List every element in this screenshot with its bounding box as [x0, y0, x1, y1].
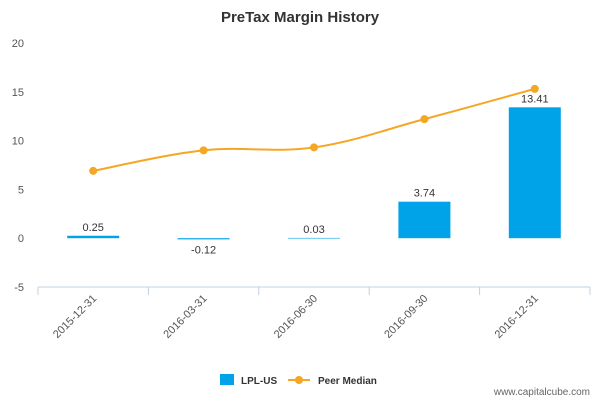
- watermark: www.capitalcube.com: [493, 387, 590, 398]
- bar-series: [67, 107, 561, 240]
- bar-2016-09-30[interactable]: [398, 201, 451, 239]
- peer-median-point-2016-03-31[interactable]: [199, 146, 208, 155]
- bar-2016-06-30[interactable]: [288, 237, 340, 239]
- y-tick-label: 15: [12, 87, 24, 99]
- x-tick-label: 2016-03-31: [161, 293, 209, 341]
- y-tick-label: 10: [12, 136, 24, 148]
- bar-data-label: 3.74: [414, 188, 435, 200]
- x-axis: 2015-12-31 2016-03-31 2016-06-30 2016-09-30…: [37, 286, 591, 341]
- peer-median-point-2016-12-31[interactable]: [530, 84, 539, 93]
- bar-data-label: 0.25: [82, 222, 103, 234]
- peer-median-point-2016-06-30[interactable]: [310, 143, 318, 152]
- y-axis: -5 0 5 10 15 20: [12, 38, 24, 294]
- y-tick-label: 20: [12, 38, 24, 50]
- legend[interactable]: LPL-US Peer Median: [220, 374, 377, 387]
- bar-data-label: -0.12: [191, 244, 216, 256]
- x-tick-label: 2016-09-30: [382, 293, 430, 341]
- bar-2015-12-31[interactable]: [67, 235, 120, 239]
- x-tick-label: 2016-06-30: [272, 293, 320, 341]
- bar-2016-12-31[interactable]: [508, 107, 561, 239]
- chart-title: PreTax Margin History: [221, 9, 380, 26]
- peer-median-point-2016-09-30[interactable]: [420, 115, 429, 124]
- y-tick-label: 0: [18, 233, 24, 245]
- peer-median-point-2015-12-31[interactable]: [89, 166, 98, 175]
- bar-data-label: 13.41: [521, 93, 549, 105]
- legend-marker-peer-median: [295, 376, 303, 384]
- legend-swatch-lpl-us: [220, 374, 234, 385]
- y-tick-label: 5: [18, 184, 24, 196]
- y-tick-label: -5: [14, 282, 24, 294]
- legend-label-lpl-us: LPL-US: [241, 376, 277, 387]
- x-tick-label: 2016-12-31: [493, 293, 541, 341]
- bar-2016-03-31[interactable]: [177, 238, 230, 240]
- legend-label-peer-median: Peer Median: [318, 376, 377, 387]
- line-series: [89, 84, 539, 175]
- x-tick-label: 2015-12-31: [51, 293, 99, 341]
- bar-data-label: 0.03: [303, 224, 324, 236]
- peer-median-line: [93, 87, 536, 172]
- data-labels: 0.25 -0.12 0.03 3.74 13.41: [82, 93, 548, 256]
